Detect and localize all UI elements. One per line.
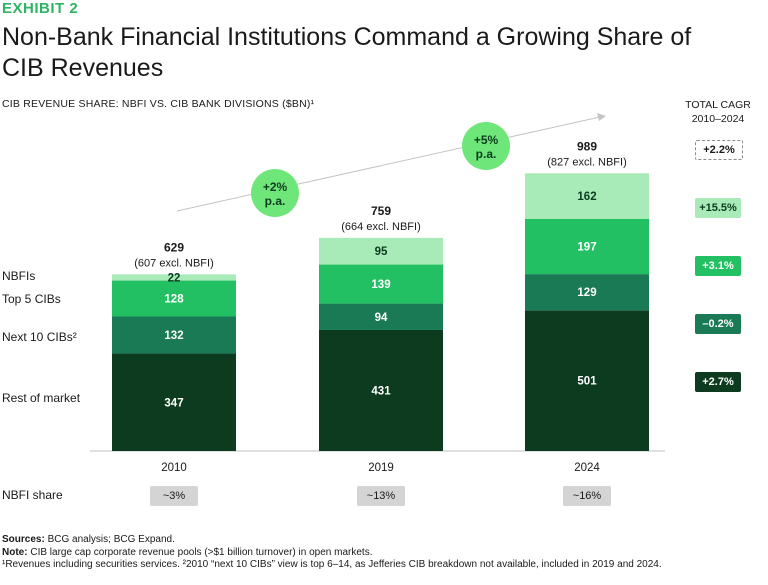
- cagr-header: TOTAL CAGR 2010–2024: [676, 98, 760, 126]
- growth-bubble-1: [251, 169, 299, 217]
- page-title: Non-Bank Financial Institutions Command …: [2, 23, 692, 82]
- bar-value-label-nbfis-2019: 95: [375, 246, 388, 258]
- bar-total-excl-label-2019: (664 excl. NBFI): [341, 221, 420, 233]
- note-text: CIB large cap corporate revenue pools (>…: [27, 546, 373, 558]
- growth-bubble-rate-1: +2%: [263, 180, 288, 194]
- bar-value-label-nbfis-2010: 22: [168, 272, 181, 284]
- growth-arrow-head: [597, 113, 606, 121]
- bar-value-label-rest-2010: 347: [164, 397, 183, 409]
- bar-total-label-2024: 989: [577, 139, 597, 153]
- bar-segment-next10-2024: [525, 274, 649, 311]
- bar-value-label-rest-2019: 431: [371, 385, 391, 397]
- nbfi-share-2010: ~3%: [150, 486, 198, 506]
- growth-bubble-unit-2: p.a.: [476, 147, 497, 161]
- cagr-badge-next10: –0.2%: [695, 314, 741, 334]
- footnotes: Sources: BCG analysis; BCG Expand. Note:…: [2, 534, 662, 572]
- bar-segment-rest-2019: [319, 329, 443, 451]
- cagr-header-line1: TOTAL CAGR: [685, 99, 751, 111]
- note-line: Note: CIB large cap corporate revenue po…: [2, 547, 662, 560]
- growth-trend-line: [176, 116, 601, 212]
- nbfi-share-label: NBFI share: [2, 488, 63, 502]
- sources-line: Sources: BCG analysis; BCG Expand.: [2, 534, 662, 547]
- bar-segment-next10-2010: [112, 316, 236, 354]
- sources-text: BCG analysis; BCG Expand.: [44, 534, 175, 545]
- row-label-rest: Rest of market: [2, 391, 81, 405]
- x-tick-label-2024: 2024: [574, 462, 600, 474]
- growth-bubble-2: [462, 122, 510, 170]
- bar-value-label-next10-2024: 129: [577, 287, 596, 299]
- bar-value-label-nbfis-2024: 162: [577, 191, 596, 203]
- row-label-nbfis: NBFIs: [2, 269, 36, 283]
- nbfi-share-2019: ~13%: [357, 486, 405, 506]
- cagr-header-line2: 2010–2024: [691, 113, 745, 125]
- growth-bubble-unit-1: p.a.: [265, 194, 286, 208]
- x-tick-label-2010: 2010: [161, 462, 187, 474]
- cagr-badge-rest: +2.7%: [695, 372, 741, 392]
- exhibit-label: EXHIBIT 2: [2, 0, 79, 17]
- cagr-badge-nbfis: +15.5%: [695, 198, 741, 218]
- bar-total-excl-label-2024: (827 excl. NBFI): [547, 156, 626, 168]
- sources-label: Sources:: [2, 534, 45, 545]
- bar-segment-rest-2010: [112, 353, 236, 451]
- growth-bubble-rate-2: +5%: [474, 133, 499, 147]
- bar-segment-next10-2019: [319, 303, 443, 330]
- note-label: Note:: [2, 546, 28, 558]
- bar-value-label-rest-2024: 501: [577, 376, 597, 388]
- bar-segment-rest-2024: [525, 310, 649, 451]
- bar-segment-top5-2019: [319, 264, 443, 304]
- chart-subtitle: CIB REVENUE SHARE: NBFI VS. CIB BANK DIV…: [2, 98, 315, 110]
- nbfi-share-2024: ~16%: [563, 486, 611, 506]
- bar-value-label-top5-2019: 139: [371, 279, 390, 291]
- x-tick-label-2019: 2019: [368, 462, 394, 474]
- bar-total-label-2019: 759: [371, 204, 391, 218]
- bar-segment-nbfis-2010: [112, 274, 236, 281]
- bar-segment-nbfis-2019: [319, 237, 443, 265]
- cagr-badge-total: +2.2%: [695, 140, 743, 160]
- bar-value-label-next10-2019: 94: [375, 312, 388, 324]
- bar-value-label-top5-2024: 197: [577, 241, 596, 253]
- bar-total-label-2010: 629: [164, 240, 184, 254]
- bar-value-label-top5-2010: 128: [164, 294, 184, 306]
- row-label-next10: Next 10 CIBs²: [2, 330, 77, 344]
- footnote-line: ¹Revenues including securities services.…: [2, 559, 662, 570]
- bar-segment-top5-2010: [112, 280, 236, 317]
- bar-segment-top5-2024: [525, 218, 649, 275]
- bar-value-label-next10-2010: 132: [164, 330, 183, 342]
- cagr-badge-top5: +3.1%: [695, 256, 741, 276]
- row-label-top5: Top 5 CIBs: [2, 292, 61, 306]
- bar-total-excl-label-2010: (607 excl. NBFI): [134, 257, 213, 269]
- bar-segment-nbfis-2024: [525, 173, 649, 219]
